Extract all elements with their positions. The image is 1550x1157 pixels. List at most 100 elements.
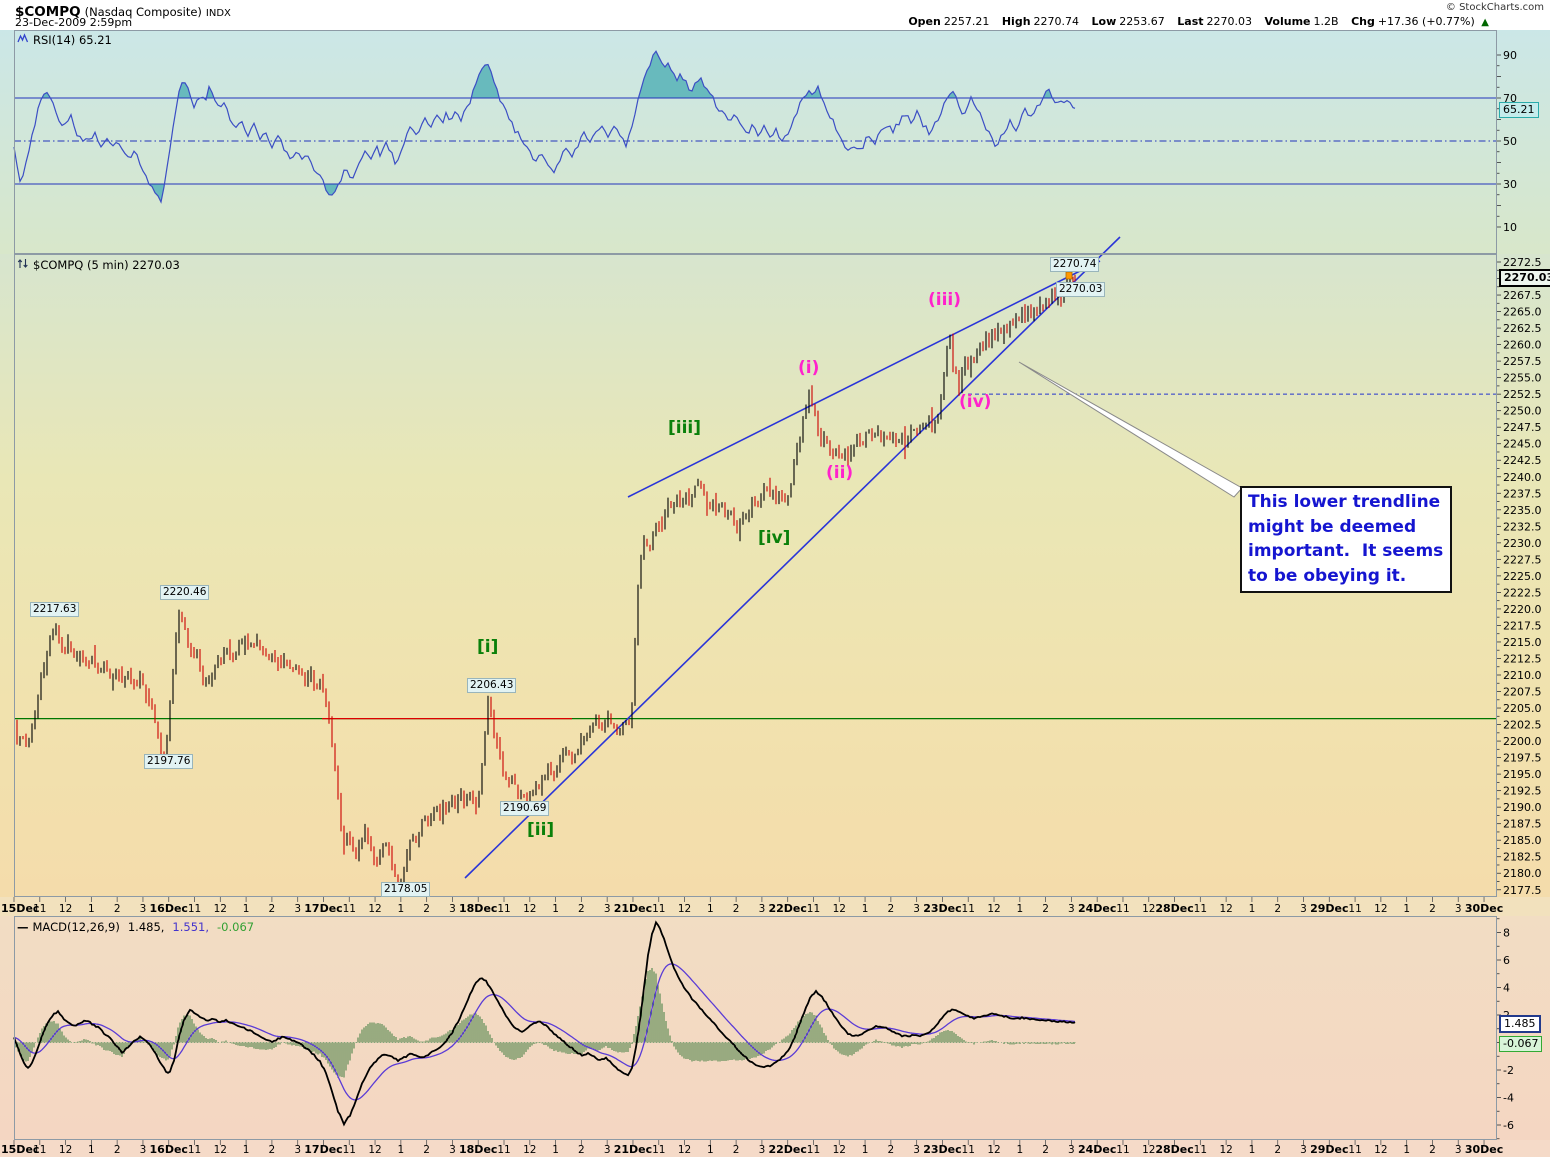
trendline-annotation: This lower trendline might be deemed imp…: [1240, 486, 1452, 593]
svg-text:3: 3: [140, 903, 147, 915]
svg-text:2: 2: [1429, 903, 1436, 915]
svg-text:2: 2: [578, 903, 585, 915]
svg-text:11: 11: [33, 903, 46, 915]
svg-text:11: 11: [188, 903, 201, 915]
svg-text:3: 3: [604, 1144, 611, 1156]
rsi-panel-label: RSI(14) 65.21: [17, 33, 112, 47]
svg-text:3: 3: [294, 903, 301, 915]
svg-text:21Dec: 21Dec: [614, 902, 652, 915]
elliott-wave-label: [iv]: [758, 528, 791, 548]
histogram-value: -0.067: [217, 920, 255, 934]
symbol: $COMPQ: [15, 4, 81, 20]
svg-text:2222.5: 2222.5: [1503, 586, 1542, 599]
svg-text:11: 11: [33, 1144, 46, 1156]
svg-text:29Dec: 29Dec: [1310, 1143, 1348, 1156]
svg-text:2: 2: [733, 903, 740, 915]
svg-text:12: 12: [987, 1144, 1000, 1156]
signal-value: 1.551,: [172, 920, 209, 934]
svg-text:23Dec: 23Dec: [923, 1143, 961, 1156]
svg-text:12: 12: [1142, 1144, 1155, 1156]
svg-text:2207.5: 2207.5: [1503, 686, 1542, 699]
svg-text:2227.5: 2227.5: [1503, 553, 1542, 566]
svg-text:3: 3: [294, 1144, 301, 1156]
svg-text:15Dec: 15Dec: [1, 1143, 39, 1156]
pivot-price-label: 2190.69: [500, 801, 550, 816]
svg-text:2: 2: [114, 903, 121, 915]
svg-text:2: 2: [114, 1144, 121, 1156]
svg-text:-6: -6: [1503, 1119, 1514, 1132]
svg-text:2: 2: [1274, 1144, 1281, 1156]
pivot-price-label: 2197.76: [144, 754, 194, 769]
svg-text:18Dec: 18Dec: [459, 902, 497, 915]
elliott-wave-label: (iv): [959, 392, 992, 412]
chg-up-arrow-icon: ▲: [1481, 17, 1489, 28]
svg-text:12: 12: [1142, 903, 1155, 915]
svg-text:1: 1: [707, 1144, 714, 1156]
svg-text:16Dec: 16Dec: [150, 1143, 188, 1156]
svg-text:12: 12: [1219, 1144, 1232, 1156]
svg-text:-4: -4: [1503, 1092, 1514, 1105]
svg-text:3: 3: [759, 903, 766, 915]
svg-text:2210.0: 2210.0: [1503, 669, 1542, 682]
svg-text:2245.0: 2245.0: [1503, 438, 1542, 451]
svg-text:1: 1: [398, 1144, 405, 1156]
svg-text:6: 6: [1503, 954, 1510, 967]
svg-text:2: 2: [1042, 903, 1049, 915]
svg-text:1: 1: [1016, 903, 1023, 915]
svg-text:23Dec: 23Dec: [923, 902, 961, 915]
svg-text:12: 12: [368, 1144, 381, 1156]
high-label: High: [1001, 15, 1031, 28]
svg-text:11: 11: [1348, 903, 1361, 915]
svg-text:2267.5: 2267.5: [1503, 289, 1542, 302]
chg-value: +17.36 (+0.77%): [1377, 15, 1475, 28]
svg-text:70: 70: [1503, 92, 1517, 105]
svg-text:2185.0: 2185.0: [1503, 834, 1542, 847]
symbol-description: (Nasdaq Composite): [84, 5, 202, 19]
svg-text:2225.0: 2225.0: [1503, 570, 1542, 583]
svg-text:12: 12: [214, 1144, 227, 1156]
svg-text:11: 11: [807, 1144, 820, 1156]
open-value: 2257.21: [943, 15, 990, 28]
svg-text:12: 12: [833, 1144, 846, 1156]
svg-text:11: 11: [652, 1144, 665, 1156]
svg-text:28Dec: 28Dec: [1155, 1143, 1193, 1156]
copyright: © StockCharts.com: [1445, 2, 1544, 13]
svg-text:12: 12: [987, 903, 1000, 915]
svg-text:17Dec: 17Dec: [304, 1143, 342, 1156]
svg-text:11: 11: [1116, 1144, 1129, 1156]
svg-text:2: 2: [269, 903, 276, 915]
svg-text:3: 3: [604, 903, 611, 915]
svg-text:1: 1: [1249, 1144, 1256, 1156]
svg-text:12: 12: [1374, 1144, 1387, 1156]
svg-text:4: 4: [1503, 982, 1510, 995]
updown-arrows-icon: [17, 258, 29, 272]
macd-line-icon: —: [17, 920, 29, 934]
macd-value: 1.485,: [127, 920, 165, 934]
svg-text:22Dec: 22Dec: [768, 902, 806, 915]
svg-text:11: 11: [962, 1144, 975, 1156]
svg-text:2240.0: 2240.0: [1503, 471, 1542, 484]
svg-text:2197.5: 2197.5: [1503, 752, 1542, 765]
svg-text:16Dec: 16Dec: [150, 902, 188, 915]
svg-text:2212.5: 2212.5: [1503, 652, 1542, 665]
svg-text:12: 12: [1374, 903, 1387, 915]
elliott-wave-label: (i): [798, 358, 820, 378]
volume-value: 1.2B: [1313, 15, 1339, 28]
svg-text:2: 2: [423, 1144, 430, 1156]
svg-text:12: 12: [678, 1144, 691, 1156]
pivot-price-label: 2217.63: [30, 602, 80, 617]
svg-text:2: 2: [888, 1144, 895, 1156]
svg-text:2: 2: [269, 1144, 276, 1156]
svg-text:11: 11: [1194, 1144, 1207, 1156]
svg-text:3: 3: [449, 1144, 456, 1156]
quote-strip: Open 2257.21 High 2270.74 Low 2253.67 Last 2…: [908, 15, 1489, 28]
svg-text:1: 1: [862, 1144, 869, 1156]
svg-text:21Dec: 21Dec: [614, 1143, 652, 1156]
macd-panel-title: MACD(12,26,9): [32, 920, 120, 934]
svg-text:12: 12: [523, 903, 536, 915]
svg-text:12: 12: [214, 903, 227, 915]
svg-text:1: 1: [88, 1144, 95, 1156]
macd-panel-label: — MACD(12,26,9) 1.485, 1.551, -0.067: [17, 920, 254, 934]
svg-text:3: 3: [1455, 1144, 1462, 1156]
last-label: Last: [1177, 15, 1204, 28]
